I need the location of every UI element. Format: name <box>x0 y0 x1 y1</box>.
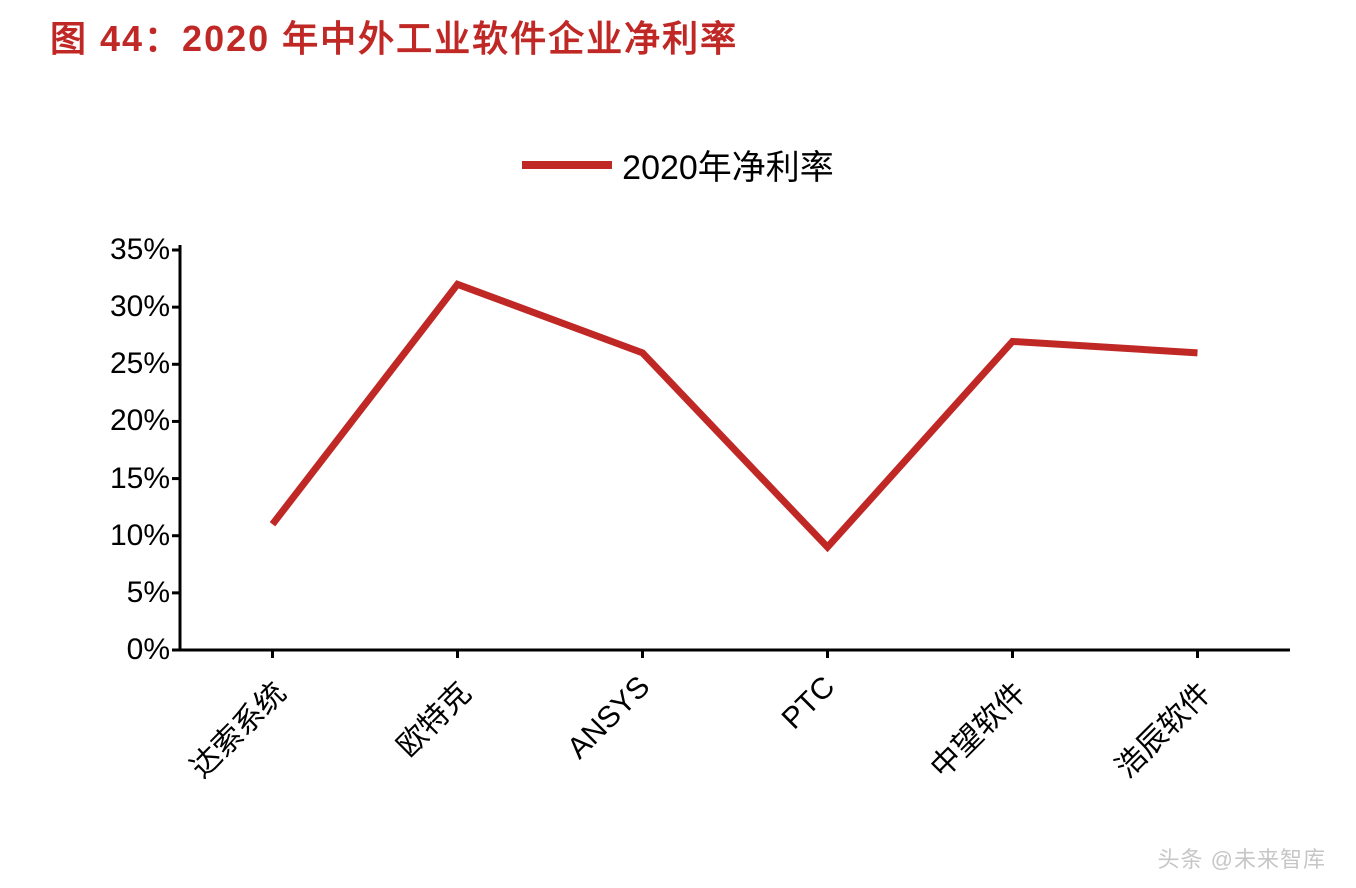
chart-title: 图 44：2020 年中外工业软件企业净利率 <box>50 10 738 62</box>
x-tick-label: ANSYS <box>561 670 657 766</box>
y-tick-label: 15% <box>70 462 170 496</box>
y-tick-label: 25% <box>70 347 170 381</box>
y-tick-label: 35% <box>70 233 170 267</box>
y-tick-label: 30% <box>70 290 170 324</box>
legend-label: 2020年净利率 <box>622 140 834 189</box>
chart-title-prefix: 图 44： <box>50 18 182 59</box>
y-tick-label: 10% <box>70 519 170 553</box>
chart-title-text: 2020 年中外工业软件企业净利率 <box>182 18 738 59</box>
chart-svg <box>60 230 1300 670</box>
legend-line-icon <box>522 161 612 169</box>
chart-plot-area: 0%5%10%15%20%25%30%35%达索系统欧特克ANSYSPTC中望软… <box>60 230 1300 670</box>
y-tick-label: 0% <box>70 633 170 667</box>
x-tick-label: 中望软件 <box>918 670 1034 786</box>
chart-legend: 2020年净利率 <box>0 140 1356 189</box>
legend-item: 2020年净利率 <box>522 140 834 189</box>
x-tick-label: 浩辰软件 <box>1103 670 1219 786</box>
x-tick-label: PTC <box>775 670 841 736</box>
watermark-text: 头条 @未来智库 <box>1158 842 1326 874</box>
y-tick-label: 20% <box>70 404 170 438</box>
x-tick-label: 达索系统 <box>178 670 294 786</box>
x-tick-label: 欧特克 <box>384 670 479 765</box>
y-tick-label: 5% <box>70 576 170 610</box>
